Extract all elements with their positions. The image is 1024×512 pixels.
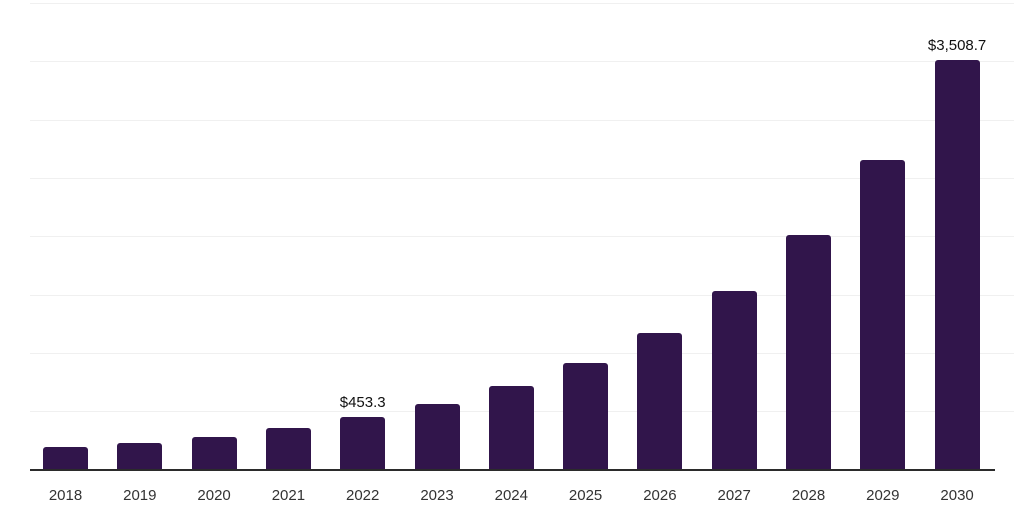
x-axis-label-2027: 2027 — [717, 487, 751, 504]
x-axis-label-2023: 2023 — [420, 487, 454, 504]
bar-2027 — [711, 291, 757, 470]
bar-2026 — [637, 333, 683, 470]
gridline — [30, 236, 1014, 238]
x-axis-label-2020: 2020 — [197, 487, 231, 504]
bar-2028 — [786, 234, 831, 470]
x-axis-label-2022: 2022 — [346, 487, 380, 504]
bar-2022 — [340, 416, 386, 470]
x-axis-label-2026: 2026 — [643, 487, 677, 504]
bar-2024 — [488, 385, 534, 470]
bar-2019 — [117, 443, 163, 470]
bar-2020 — [191, 437, 237, 470]
gridline — [30, 61, 1014, 63]
gridline — [30, 3, 1014, 4]
bar-2018 — [43, 446, 88, 470]
gridline — [30, 352, 1014, 354]
x-axis-label-2019: 2019 — [123, 487, 157, 504]
bar-2021 — [265, 428, 311, 470]
x-axis-label-2030: 2030 — [940, 487, 974, 504]
bar-2023 — [414, 403, 460, 470]
value-label-2022: $453.3 — [339, 393, 386, 411]
x-axis-label-2021: 2021 — [271, 487, 306, 504]
x-axis-label-2028: 2028 — [791, 487, 826, 504]
gridline — [30, 294, 1014, 296]
x-axis-label-2018: 2018 — [48, 487, 83, 504]
gridline — [30, 119, 1014, 121]
gridline — [30, 177, 1014, 179]
bar-2025 — [563, 362, 609, 470]
x-axis-line — [30, 468, 995, 471]
x-axis-label-2024: 2024 — [494, 487, 528, 504]
bar-2029 — [860, 159, 906, 470]
x-axis-label-2029: 2029 — [866, 487, 900, 504]
value-label-2030: $3,508.7 — [927, 37, 987, 55]
bar-2030 — [934, 60, 980, 470]
x-axis-label-2025: 2025 — [568, 487, 603, 504]
